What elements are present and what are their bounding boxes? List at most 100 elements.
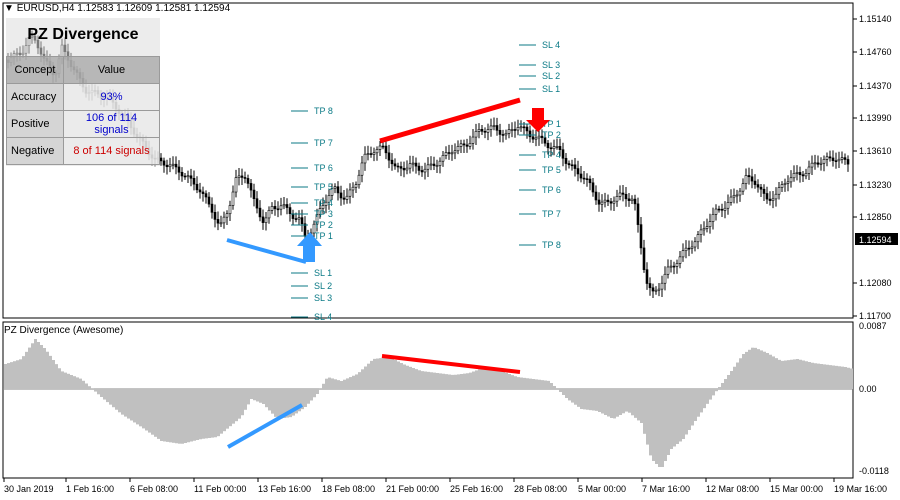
candle-body	[807, 166, 811, 174]
column-value: Value	[63, 56, 160, 84]
main-chart-frame	[2, 2, 854, 319]
histogram-bar	[526, 378, 529, 389]
indicator-axis-label: 0.0087	[859, 321, 887, 331]
candle-body	[447, 152, 451, 154]
candle-body	[774, 193, 778, 200]
histogram-bar	[394, 360, 397, 389]
histogram-bar	[142, 389, 145, 429]
candle-body	[432, 163, 436, 166]
histogram-bar	[10, 362, 13, 389]
candle-body	[351, 186, 355, 191]
candle-body	[600, 201, 604, 205]
candle-body	[735, 194, 739, 197]
candle-body	[705, 226, 709, 229]
chart-header: ▼ EURUSD,H4 1.12583 1.12609 1.12581 1.12…	[4, 3, 230, 14]
value-cell: 106 of 114 signals	[63, 110, 160, 138]
candle-body	[444, 152, 448, 156]
candle-body	[729, 196, 733, 203]
histogram-bar	[712, 389, 715, 396]
time-label: 6 Feb 08:00	[130, 484, 178, 494]
candle-body	[711, 214, 715, 222]
candle-body	[723, 207, 727, 211]
histogram-bar	[241, 389, 244, 416]
histogram-bar	[7, 363, 10, 389]
candle-body	[279, 205, 283, 210]
histogram-bar	[166, 389, 169, 442]
histogram-bar	[103, 389, 106, 400]
histogram-bar	[451, 374, 454, 389]
histogram-bar	[163, 389, 166, 442]
histogram-bar	[619, 389, 622, 415]
candle-body	[489, 125, 493, 130]
candle-body	[420, 170, 424, 173]
candle-body	[654, 289, 658, 292]
candle-body	[267, 210, 271, 219]
histogram-bar	[592, 389, 595, 411]
candle-body	[333, 186, 337, 189]
histogram-bar	[196, 389, 199, 440]
indicator-axis: 0.0087 0.00 -0.0118	[859, 321, 889, 476]
histogram-bar	[148, 389, 151, 433]
price-label: 1.13990	[859, 113, 892, 123]
histogram-bar	[643, 389, 646, 434]
candle-body	[435, 165, 439, 167]
candle-body	[315, 214, 319, 225]
histogram-bar	[160, 389, 163, 441]
candle-body	[786, 181, 790, 184]
histogram-bar	[535, 379, 538, 389]
histogram-bar	[628, 389, 631, 413]
candle-body	[645, 269, 649, 284]
candle-body	[249, 183, 253, 191]
candle-body	[753, 180, 757, 185]
histogram-bar	[367, 363, 370, 389]
buy-tp-label: TP 2	[314, 220, 333, 230]
histogram-bar	[79, 378, 82, 389]
candle-body	[780, 184, 784, 188]
histogram-bar	[721, 383, 724, 389]
time-axis: 30 Jan 2019 1 Feb 16:00 6 Feb 08:00 11 Feb …	[3, 478, 887, 494]
time-label: 25 Feb 16:00	[450, 484, 503, 494]
buy-tp-label: TP 4	[314, 198, 333, 208]
candle-body	[171, 163, 175, 166]
candle-body	[189, 175, 193, 179]
candle-body	[513, 129, 517, 131]
candle-body	[282, 204, 286, 207]
histogram-bar	[673, 389, 676, 447]
histogram-bar	[511, 375, 514, 389]
histogram-bar	[778, 359, 781, 389]
buy-sl-label: SL 4	[314, 312, 332, 322]
candle-body	[474, 131, 478, 138]
histogram-bar	[727, 375, 730, 389]
candle-body	[591, 182, 595, 193]
buy-tp-label: TP 7	[314, 138, 333, 148]
candle-body	[243, 177, 247, 179]
candle-body	[195, 183, 199, 191]
histogram-bar	[682, 389, 685, 439]
candle-body	[378, 145, 382, 150]
histogram-bar	[718, 387, 721, 389]
candle-body	[240, 175, 244, 178]
candle-body	[588, 178, 592, 184]
histogram-bar	[256, 389, 259, 402]
candle-body	[636, 203, 640, 225]
dropdown-triangle-icon[interactable]: ▼	[4, 3, 14, 14]
histogram-bar	[316, 389, 319, 394]
candle-body	[675, 263, 679, 267]
candle-body	[381, 145, 385, 148]
indicator-frame	[2, 321, 854, 479]
histogram-bar	[430, 372, 433, 389]
histogram-bar	[445, 374, 448, 389]
candle-body	[744, 175, 748, 184]
histogram-bar	[112, 389, 115, 408]
buy-tp-label: TP 3	[314, 209, 333, 219]
candle-body	[528, 130, 532, 138]
histogram-bar	[130, 389, 133, 421]
histogram-bar	[580, 389, 583, 409]
histogram-bar	[826, 364, 829, 389]
candle-body	[585, 178, 589, 180]
buy-tp-label: TP 5	[314, 182, 333, 192]
histogram-bar	[286, 389, 289, 418]
candle-body	[828, 156, 832, 159]
histogram-bar	[310, 389, 313, 401]
candle-body	[504, 133, 508, 136]
